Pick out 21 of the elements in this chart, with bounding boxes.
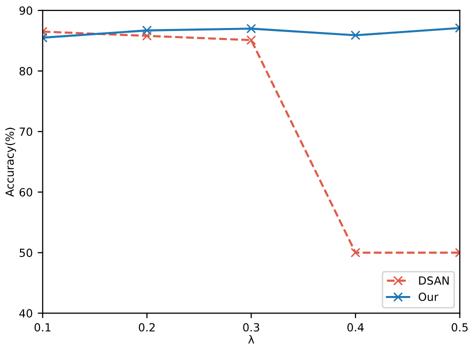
x-tick-label: 0.3 (243, 323, 260, 332)
x-tick-label: 0.5 (452, 323, 468, 332)
x-tick-label: 0.1 (34, 323, 50, 332)
y-tick-label: 60 (20, 188, 32, 196)
y-tick-label: 40 (19, 309, 32, 318)
x-axis-title: λ (248, 335, 254, 344)
y-tick-label: 80 (20, 66, 32, 76)
point (142, 31, 152, 41)
y-axis-title: Accuracy(%) (5, 128, 16, 197)
point (350, 248, 360, 258)
legend-label: Our (418, 292, 438, 302)
point (142, 26, 152, 36)
y-tick-label: 50 (20, 248, 32, 258)
x-tick-label: 0.2 (138, 323, 155, 332)
y-tick-label: 70 (20, 128, 32, 136)
y-tick-label: 90 (20, 6, 32, 15)
point (246, 35, 256, 45)
point (350, 30, 360, 40)
x-tick-label: 0.4 (347, 323, 364, 332)
legend-label: DSAN (419, 276, 449, 285)
point (246, 24, 256, 34)
